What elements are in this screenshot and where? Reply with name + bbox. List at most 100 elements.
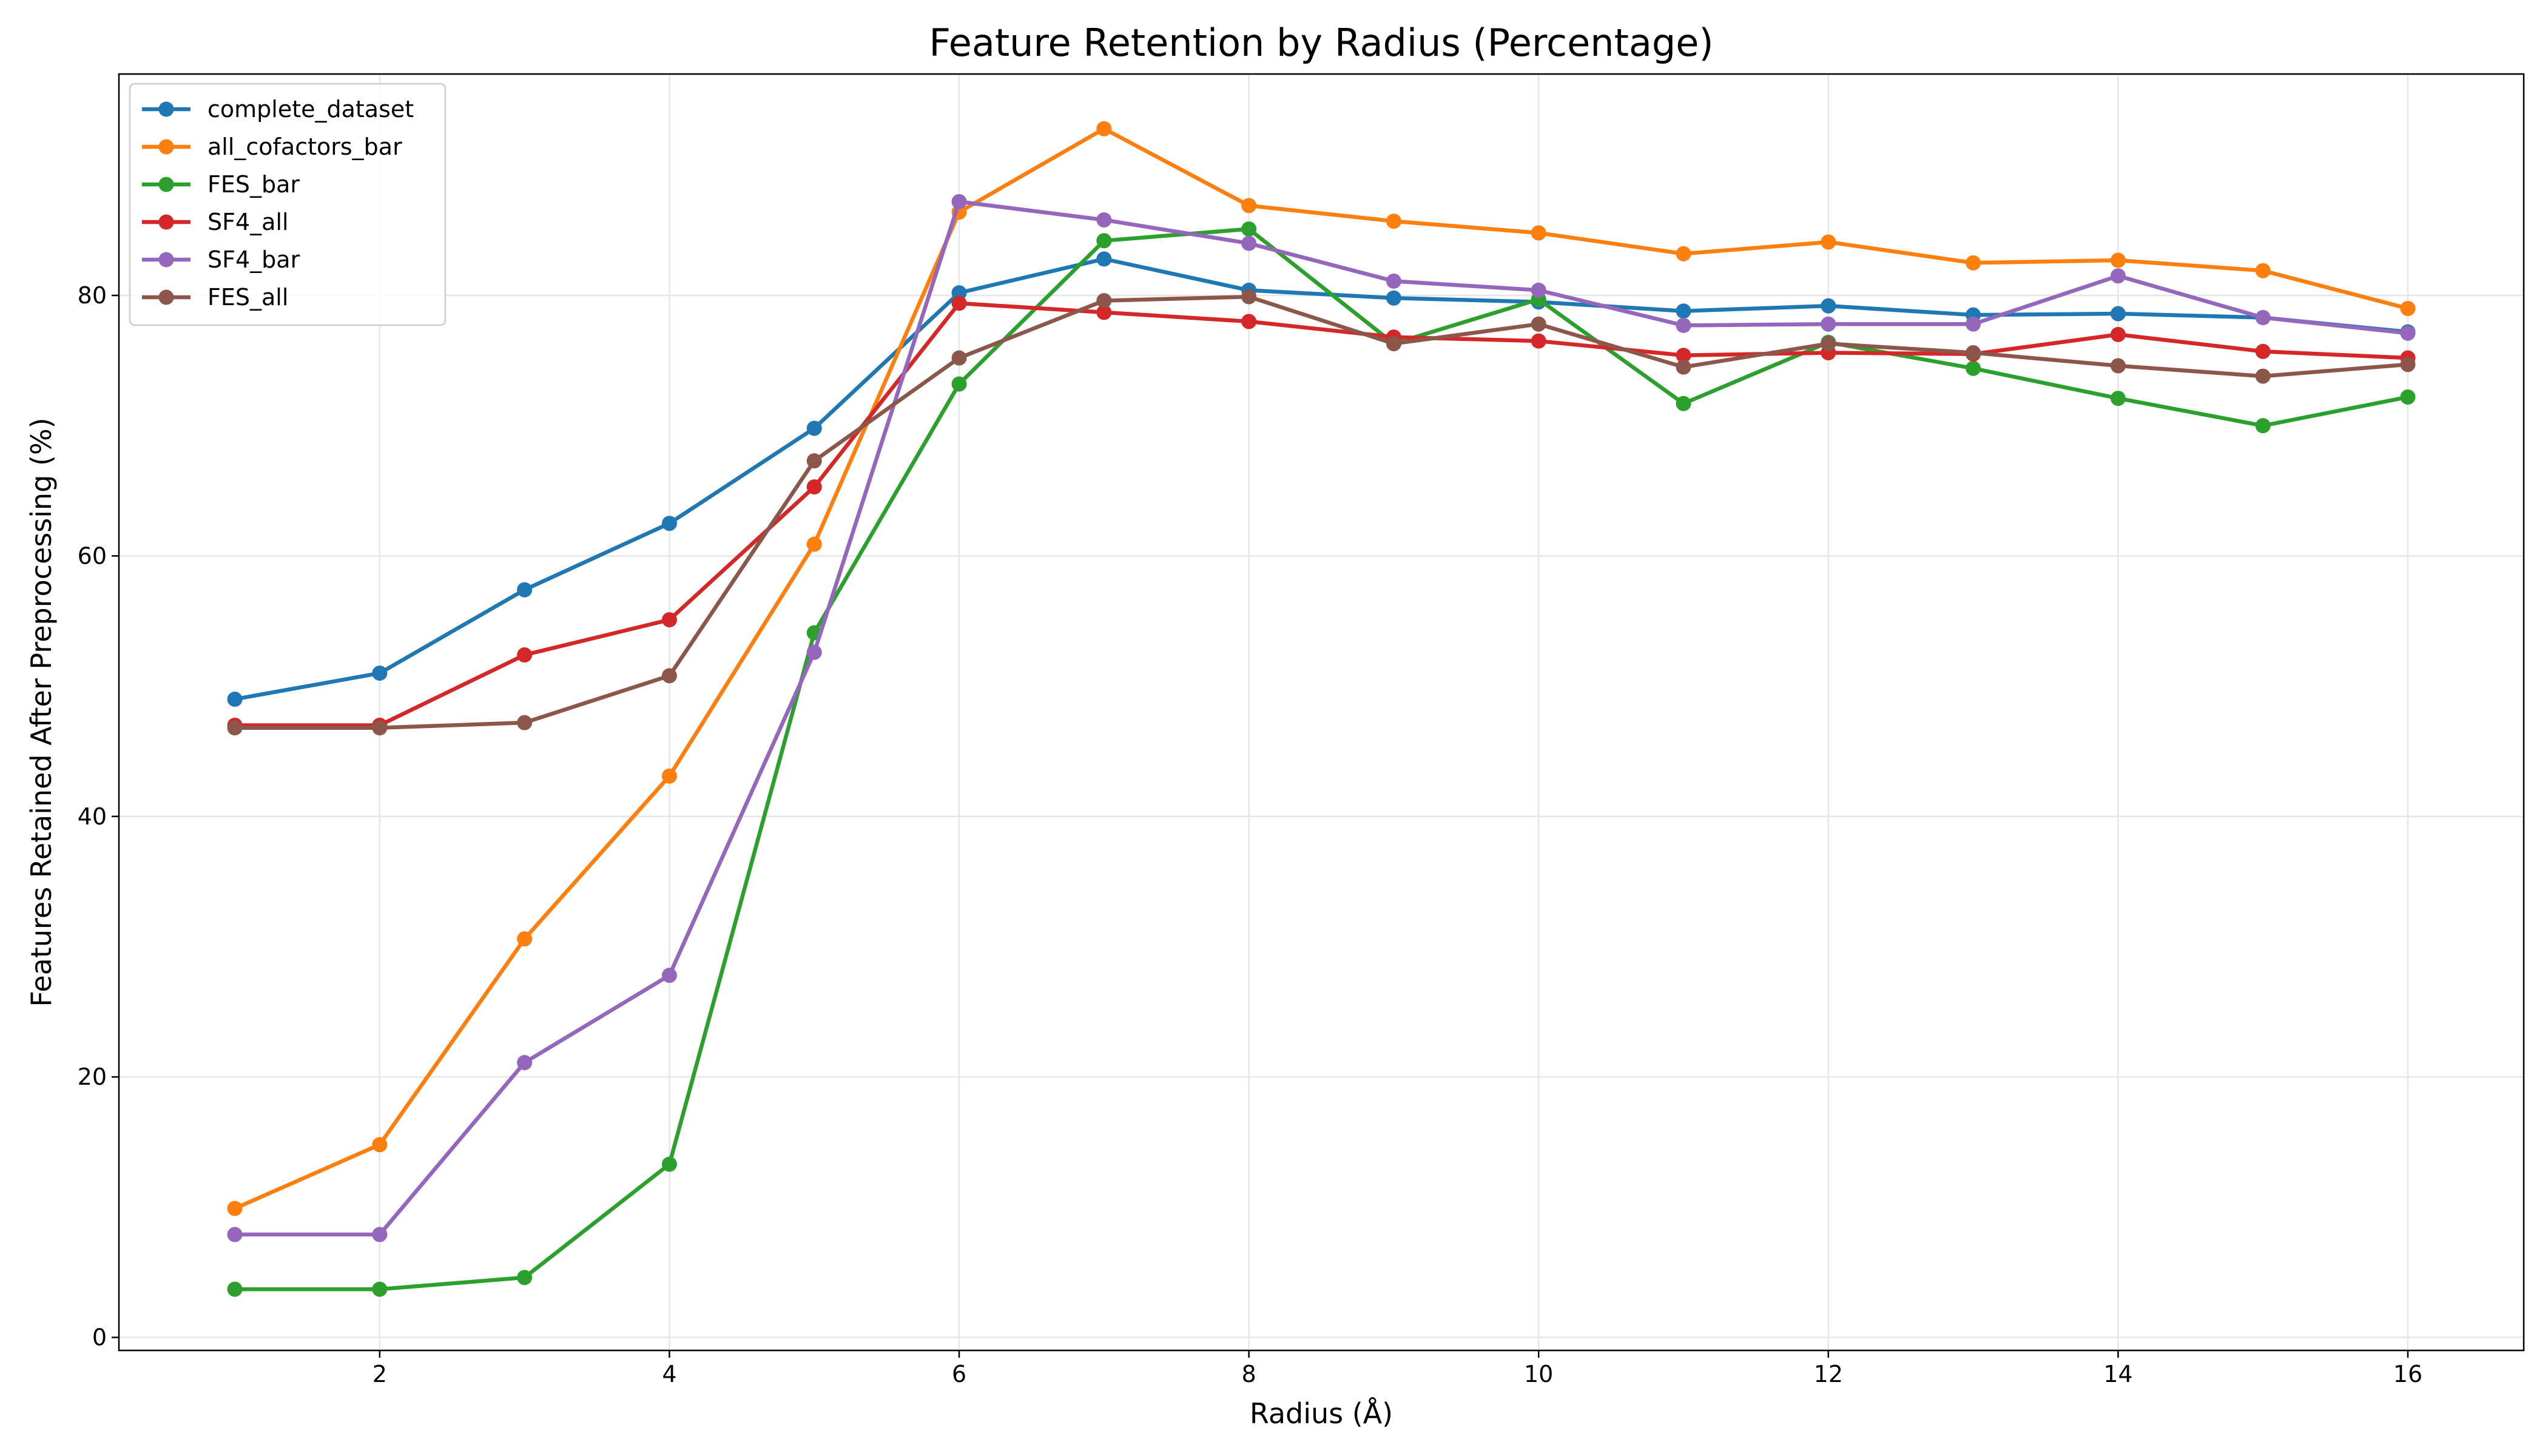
data-point: [227, 720, 243, 736]
data-point: [2110, 391, 2126, 406]
data-point: [1241, 198, 1257, 214]
legend-label: all_cofactors_bar: [207, 133, 402, 160]
data-point: [806, 420, 822, 436]
data-point: [1676, 359, 1691, 375]
data-point: [372, 1137, 388, 1153]
data-point: [951, 350, 967, 366]
legend-item: all_cofactors_bar: [142, 133, 402, 160]
x-tick-label: 2: [372, 1361, 387, 1387]
legend-label: FES_all: [207, 284, 288, 311]
data-point: [2110, 268, 2126, 284]
data-point: [1096, 293, 1112, 309]
data-point: [372, 1281, 388, 1297]
data-point: [517, 1270, 533, 1286]
data-point: [2110, 358, 2126, 374]
data-point: [227, 692, 243, 707]
data-point: [806, 479, 822, 495]
data-point: [1241, 314, 1257, 329]
x-tick-label: 10: [1524, 1361, 1553, 1387]
data-point: [1241, 289, 1257, 305]
data-point: [951, 285, 967, 301]
data-point: [517, 715, 533, 730]
x-tick-label: 16: [2393, 1361, 2422, 1387]
data-point: [1676, 348, 1691, 363]
series-line: [232, 126, 2410, 1211]
data-point: [2110, 252, 2126, 268]
y-tick-label: 80: [78, 282, 107, 309]
data-point: [806, 536, 822, 552]
legend-swatch-marker: [158, 252, 174, 268]
legend-label: complete_dataset: [207, 96, 414, 123]
data-point: [1821, 335, 1836, 351]
data-point: [1386, 335, 1401, 351]
legend-item: FES_bar: [142, 171, 300, 198]
data-point: [2255, 368, 2271, 384]
legend-item: complete_dataset: [142, 96, 414, 123]
data-point: [951, 376, 967, 392]
data-point: [2255, 309, 2271, 325]
data-point: [1966, 316, 1981, 332]
data-point: [2255, 418, 2271, 434]
data-point: [1096, 233, 1112, 249]
series-line: [232, 257, 2410, 701]
x-tick-label: 14: [2103, 1361, 2132, 1387]
series-all_cofactors_bar: [227, 121, 2416, 1216]
series-line: [232, 301, 2410, 727]
y-axis-label: Features Retained After Preprocessing (%…: [25, 417, 58, 1006]
data-point: [227, 1201, 243, 1216]
data-point: [1966, 255, 1981, 271]
x-tick-label: 8: [1242, 1361, 1256, 1387]
data-point: [2400, 357, 2416, 372]
data-point: [2110, 326, 2126, 342]
data-point: [1966, 360, 1981, 376]
data-point: [1241, 221, 1257, 237]
x-tick-label: 4: [662, 1361, 676, 1387]
x-tick-label: 6: [952, 1361, 966, 1387]
data-point: [2110, 306, 2126, 322]
series-FES_all: [227, 289, 2416, 736]
data-point: [1821, 316, 1836, 332]
data-point: [661, 516, 677, 531]
data-point: [806, 644, 822, 660]
data-point: [2400, 389, 2416, 405]
data-point: [372, 720, 388, 736]
legend-swatch-marker: [158, 177, 174, 192]
data-point: [1241, 235, 1257, 251]
legend-swatch-marker: [158, 139, 174, 155]
x-axis-label: Radius (Å): [1250, 1397, 1393, 1430]
legend-box: [129, 83, 447, 326]
legend-label: FES_bar: [207, 171, 300, 198]
data-point: [2255, 343, 2271, 359]
data-point: [661, 768, 677, 784]
data-point: [1531, 282, 1546, 298]
data-point: [1676, 317, 1691, 333]
y-tick-label: 40: [78, 803, 107, 830]
data-point: [517, 647, 533, 663]
data-point: [517, 931, 533, 947]
data-point: [372, 666, 388, 681]
data-point: [1821, 298, 1836, 314]
data-point: [806, 453, 822, 469]
data-point: [1096, 305, 1112, 320]
data-point: [517, 582, 533, 598]
data-point: [1531, 316, 1546, 332]
data-point: [517, 1055, 533, 1071]
data-point: [1676, 246, 1691, 261]
data-point: [661, 668, 677, 684]
x-tick-label: 12: [1814, 1361, 1843, 1387]
data-point: [227, 1227, 243, 1242]
legend-swatch-marker: [158, 289, 174, 305]
chart-title: Feature Retention by Radius (Percentage): [929, 21, 1713, 65]
data-point: [372, 1227, 388, 1242]
legend: complete_dataset all_cofactors_bar FES_bar…: [129, 83, 447, 326]
y-tick-label: 20: [78, 1063, 107, 1090]
data-point: [1386, 273, 1401, 289]
series-line: [232, 294, 2410, 730]
data-point: [1676, 396, 1691, 411]
data-point: [1386, 290, 1401, 306]
data-point: [2400, 325, 2416, 341]
legend-swatch-marker: [158, 101, 174, 117]
series-FES_bar: [227, 221, 2416, 1297]
data-point: [2255, 263, 2271, 278]
